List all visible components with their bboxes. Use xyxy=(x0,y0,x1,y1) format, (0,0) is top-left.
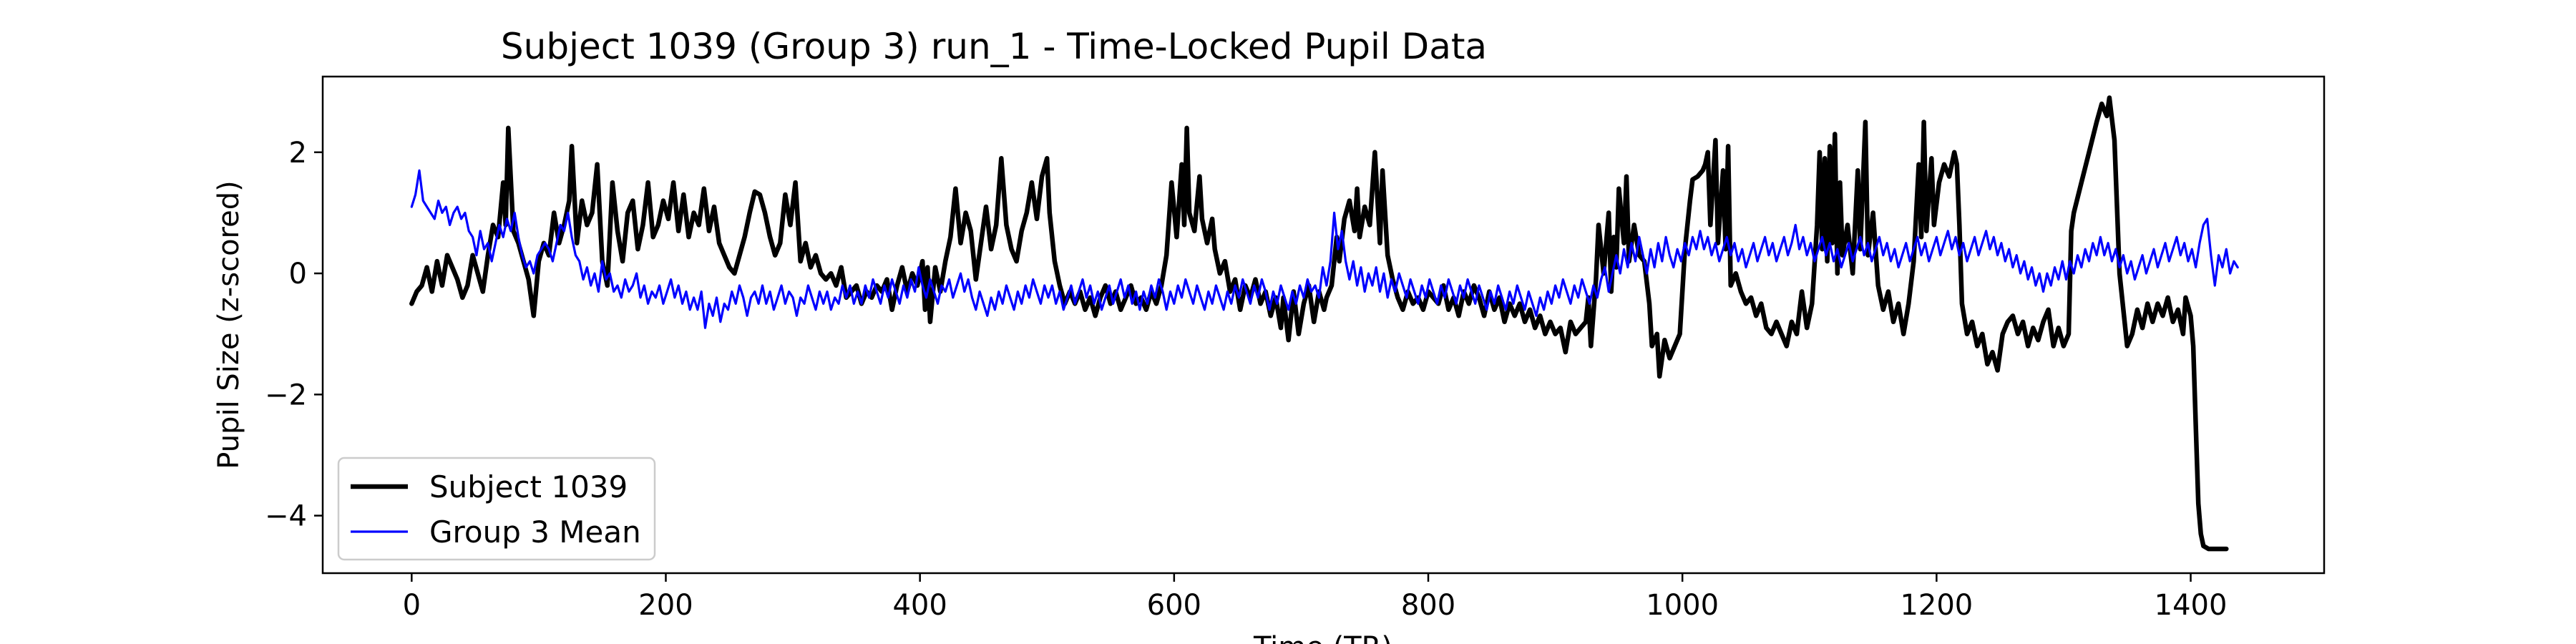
y-tick-label: 0 xyxy=(289,258,307,291)
legend-box xyxy=(337,457,656,561)
x-axis: 0 200 400 600 800 1000 1200 1400 xyxy=(403,573,2228,622)
y-tick-label: −2 xyxy=(265,379,307,411)
series-line-2 xyxy=(410,169,2239,329)
chart-title: Subject 1039 (Group 3) run_1 - Time-Lock… xyxy=(501,26,1487,67)
series-line-1 xyxy=(409,95,2229,552)
y-axis: 2 0 −2 −4 xyxy=(265,137,323,533)
legend-label: Subject 1039 xyxy=(429,469,628,504)
x-tick-label: 600 xyxy=(1147,589,1201,622)
x-tick-label: 1400 xyxy=(2155,589,2228,622)
y-tick-label: −4 xyxy=(265,500,307,533)
y-tick-label: 2 xyxy=(289,137,307,170)
x-tick-label: 1000 xyxy=(1646,589,1719,622)
legend-label: Group 3 Mean xyxy=(429,514,641,550)
x-tick-label: 400 xyxy=(892,589,947,622)
plot-series xyxy=(409,95,2239,552)
x-tick-label: 0 xyxy=(403,589,421,622)
y-axis-label: Pupil Size (z-scored) xyxy=(213,180,245,469)
x-tick-label: 1200 xyxy=(1900,589,1973,622)
legend: Subject 1039 Group 3 Mean xyxy=(337,457,656,561)
plot-area-frame xyxy=(321,75,2326,575)
x-tick-label: 200 xyxy=(638,589,693,622)
x-tick-label: 800 xyxy=(1401,589,1455,622)
x-axis-label: Time (TR) xyxy=(1253,631,1392,644)
